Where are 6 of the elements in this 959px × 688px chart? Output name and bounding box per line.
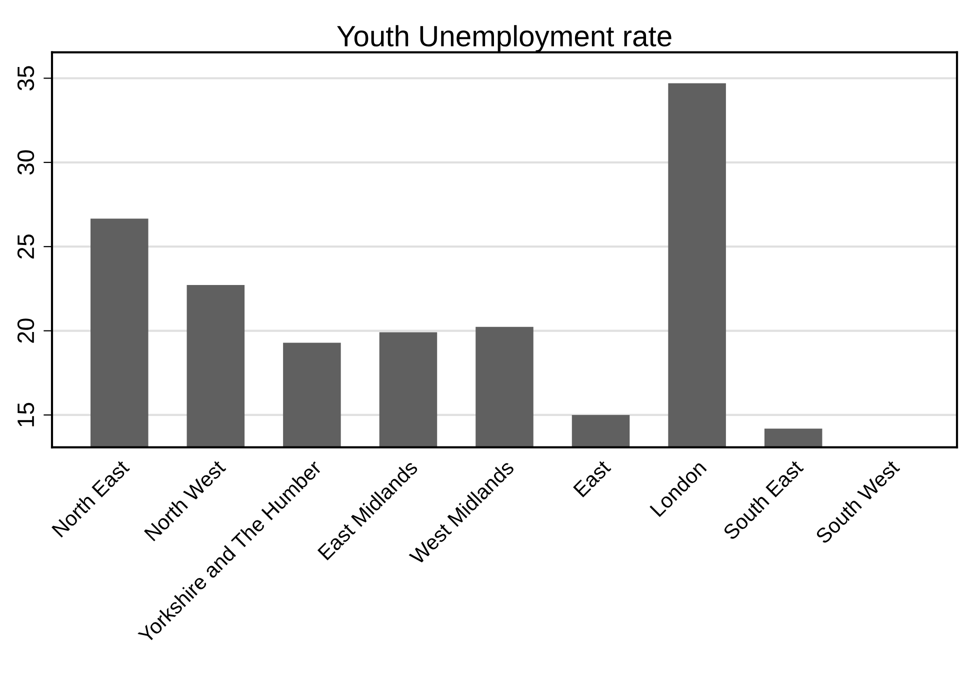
y-tick-label: 15 — [18, 402, 34, 426]
y-tick-label: 20 — [17, 318, 34, 343]
y-tick-label: 35 — [17, 66, 34, 90]
y-tick-label: 25 — [17, 234, 34, 259]
chart-title: Youth Unemployment rate — [337, 25, 672, 52]
y-tick-label: 30 — [17, 150, 34, 175]
